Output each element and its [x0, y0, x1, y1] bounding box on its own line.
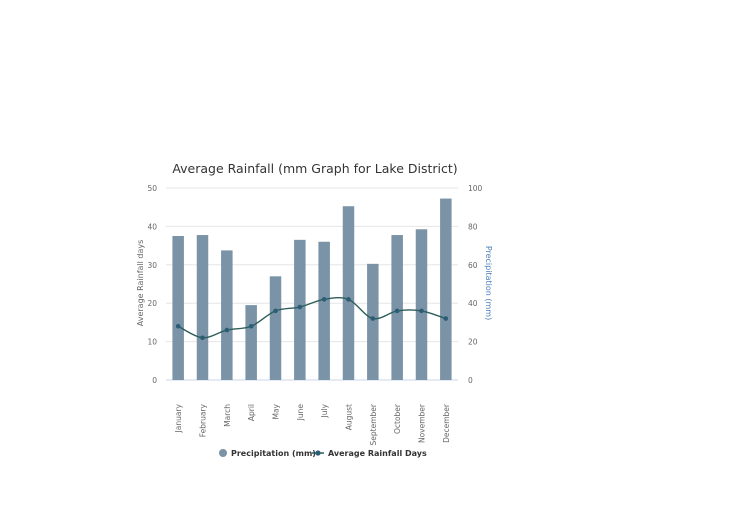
rainfall-days-point: [443, 316, 449, 321]
left-axis-label: Average Rainfall days: [136, 240, 145, 327]
right-tick-label: 0: [468, 376, 473, 385]
rainfall-days-point: [321, 297, 327, 302]
category-label: November: [418, 403, 427, 443]
chart-title: Average Rainfall (mm Graph for Lake Dist…: [172, 161, 457, 176]
rainfall-days-point: [394, 308, 400, 314]
bar: [196, 235, 209, 380]
bar: [294, 239, 306, 380]
rainfall-days-point: [224, 327, 230, 333]
bar: [318, 241, 330, 380]
bar: [415, 229, 428, 380]
right-axis-ticks: 0 20 40 60 80 100: [468, 184, 483, 385]
category-label: July: [320, 403, 329, 418]
rainfall-days-point: [200, 335, 205, 341]
bar: [269, 276, 282, 380]
rainfall-days-point: [346, 297, 351, 302]
left-tick-label: 40: [147, 222, 157, 231]
legend-rainfall-days-marker[interactable]: [315, 450, 321, 456]
left-tick-label: 30: [147, 261, 157, 270]
left-tick-label: 0: [152, 376, 157, 385]
rainfall-days-point: [175, 323, 181, 329]
right-tick-label: 40: [468, 299, 478, 308]
category-label: December: [442, 403, 451, 443]
legend-rainfall-days-label[interactable]: Average Rainfall Days: [328, 449, 427, 458]
legend-precipitation-label[interactable]: Precipitation (mm): [231, 449, 316, 458]
category-label: January: [174, 403, 183, 433]
left-tick-label: 50: [147, 184, 157, 193]
category-label: April: [247, 404, 256, 421]
bar: [367, 263, 379, 380]
precipitation-bars: [172, 198, 452, 380]
right-tick-label: 60: [468, 261, 478, 270]
right-axis-label: Precipitation (mm): [484, 246, 493, 320]
left-axis-ticks: 0 10 20 30 40 50: [147, 184, 157, 385]
right-tick-label: 20: [468, 338, 478, 347]
category-label: March: [223, 404, 232, 427]
category-label: August: [345, 404, 354, 430]
legend-precipitation-marker[interactable]: [219, 449, 227, 457]
rainfall-days-line: [175, 296, 449, 341]
rainfall-days-point: [248, 323, 254, 329]
rainfall-days-point: [370, 316, 376, 321]
gridlines: [166, 187, 458, 381]
bar: [245, 305, 257, 380]
right-tick-label: 80: [468, 222, 478, 231]
legend: Precipitation (mm) Average Rainfall Days: [219, 449, 427, 458]
category-axis-labels: January February March April May June July Augu…: [174, 403, 451, 445]
category-label: June: [296, 404, 305, 422]
bar: [172, 236, 184, 380]
rainfall-days-point: [297, 304, 303, 310]
bar: [391, 235, 403, 380]
category-label: October: [393, 403, 402, 434]
left-tick-label: 10: [147, 338, 157, 347]
rainfall-days-point: [273, 308, 278, 314]
bar: [440, 198, 452, 380]
right-tick-label: 100: [468, 184, 483, 193]
bar: [221, 250, 233, 380]
category-label: May: [272, 403, 281, 419]
left-tick-label: 20: [147, 299, 157, 308]
bar: [342, 206, 355, 380]
category-label: September: [369, 403, 378, 445]
category-label: February: [199, 403, 208, 437]
rainfall-days-point: [419, 308, 424, 314]
